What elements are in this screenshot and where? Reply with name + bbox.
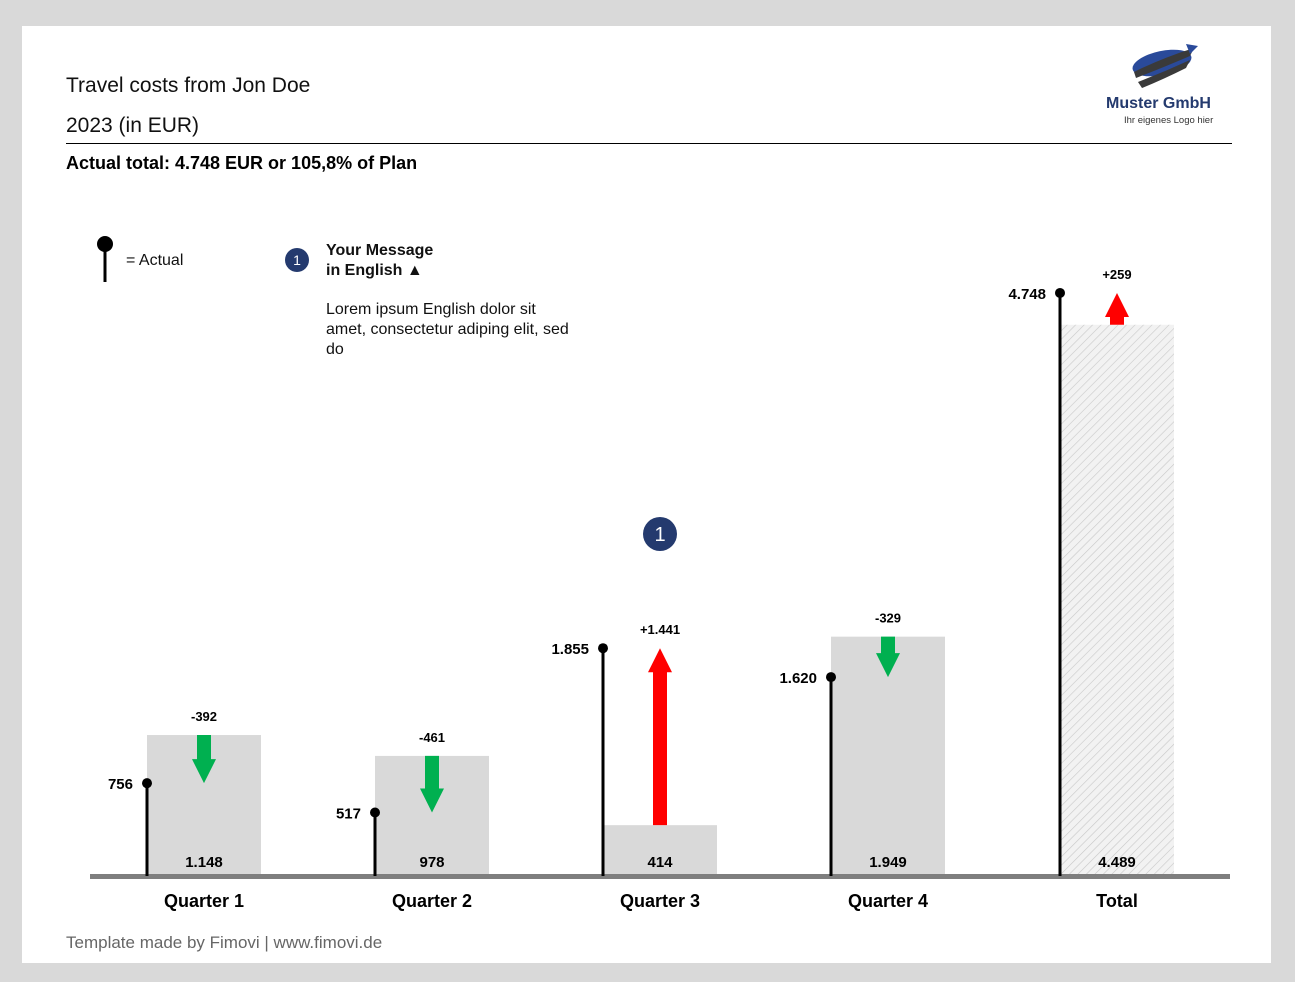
- actual-lollipop-marker: [1055, 287, 1065, 298]
- plan-value-label: 414: [647, 854, 673, 871]
- message-badge-number: 1: [293, 252, 301, 268]
- annotation-badge: [643, 517, 677, 551]
- increase-arrow: [648, 648, 672, 826]
- actual-value-label: 1.855: [551, 641, 589, 658]
- delta-value-label: -329: [875, 611, 901, 626]
- actual-value-label: 4.748: [1008, 286, 1046, 303]
- actual-lollipop-marker: [370, 807, 380, 818]
- delta-value-label: -392: [191, 709, 217, 724]
- chart-title: Travel costs from Jon Doe: [66, 74, 311, 97]
- category-label: Quarter 1: [164, 891, 244, 911]
- plan-value-label: 978: [419, 854, 444, 871]
- decrease-arrow: [192, 735, 216, 784]
- actual-value-label: 756: [108, 776, 133, 793]
- category-label: Total: [1096, 891, 1138, 911]
- delta-value-label: +259: [1102, 267, 1131, 282]
- actual-lollipop-marker: [598, 643, 608, 654]
- legend-actual-label: = Actual: [126, 252, 184, 269]
- footer-credit: Template made by Fimovi | www.fimovi.de: [66, 933, 383, 952]
- logo-company-name: Muster GmbH: [1106, 95, 1211, 112]
- message-title-line1: Your Message: [326, 242, 434, 259]
- category-label: Quarter 3: [620, 891, 700, 911]
- plan-value-label: 1.949: [869, 854, 907, 871]
- category-label: Quarter 4: [848, 891, 928, 911]
- title-divider: [66, 143, 1232, 144]
- message-body: Lorem ipsum English dolor sit amet, cons…: [326, 301, 569, 358]
- annotation-badge-number: 1: [654, 524, 665, 546]
- message-title-line2: in English ▲: [326, 262, 423, 279]
- delta-value-label: +1.441: [640, 622, 680, 637]
- message-title: Your Message in English ▲: [326, 241, 433, 281]
- legend-lollipop-icon: [97, 236, 113, 282]
- actual-value-label: 517: [336, 806, 361, 823]
- plan-value-label: 1.148: [185, 854, 223, 871]
- decrease-arrow: [420, 755, 444, 813]
- chart-subtitle: Actual total: 4.748 EUR or 105,8% of Pla…: [66, 153, 418, 173]
- plan-value-label: 4.489: [1098, 854, 1136, 871]
- message-badge: 1: [285, 248, 309, 272]
- category-label: Quarter 2: [392, 891, 472, 911]
- x-axis-baseline: [90, 874, 1230, 879]
- delta-value-label: -461: [419, 730, 445, 745]
- company-logo-icon: [1132, 44, 1198, 88]
- actual-lollipop-marker: [826, 672, 836, 683]
- logo-tagline: Ihr eigenes Logo hier: [1124, 115, 1214, 126]
- plan-bar: [1060, 324, 1174, 876]
- plan-bar: [603, 825, 717, 876]
- chart-title-year: 2023 (in EUR): [66, 114, 200, 137]
- decrease-arrow: [876, 636, 900, 678]
- actual-lollipop-marker: [142, 778, 152, 789]
- actual-value-label: 1.620: [779, 670, 817, 687]
- increase-arrow: [1105, 292, 1129, 325]
